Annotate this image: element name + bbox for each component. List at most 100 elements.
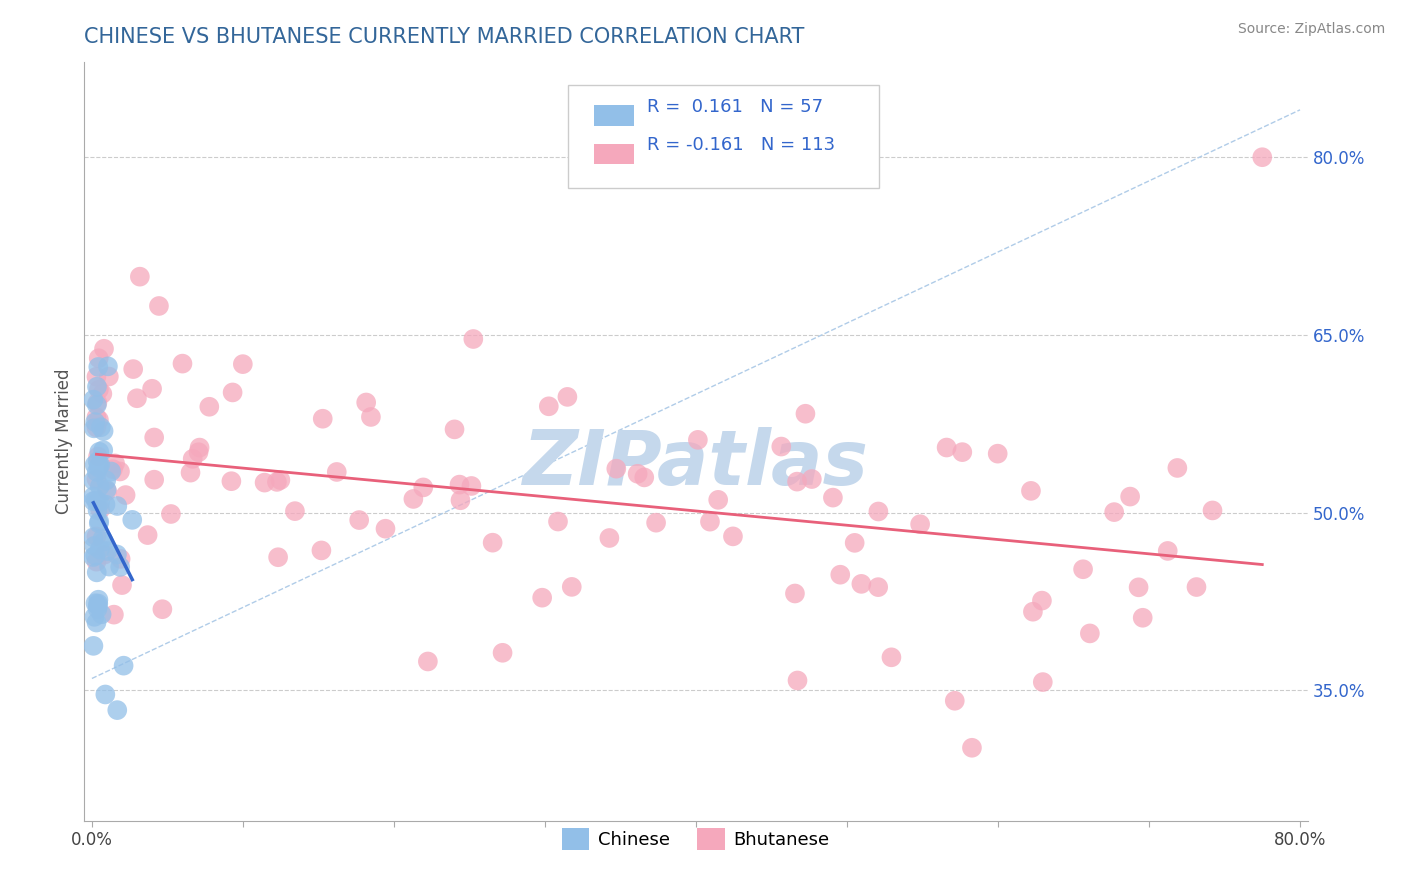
Point (221, 474, 243, 488)
Point (86, 566, 108, 580)
Point (960, 740, 983, 755)
Point (491, 646, 513, 660)
Text: CHINESE VS BHUTANESE CURRENTLY MARRIED CORRELATION CHART: CHINESE VS BHUTANESE CURRENTLY MARRIED C… (84, 27, 804, 47)
Point (1102, 505, 1125, 519)
Point (267, 550, 290, 565)
Point (83, 421, 105, 435)
Point (84, 596, 107, 610)
Point (93, 534, 115, 549)
Point (86, 503, 108, 517)
Point (96, 474, 118, 488)
Point (160, 507, 183, 521)
Point (91, 443, 114, 458)
Point (633, 470, 655, 484)
FancyBboxPatch shape (568, 85, 880, 187)
FancyBboxPatch shape (595, 144, 634, 164)
Point (89, 495, 111, 509)
Point (87, 450, 110, 464)
Point (547, 515, 569, 529)
Point (89, 515, 111, 529)
Point (150, 602, 173, 616)
Point (1019, 483, 1042, 498)
Point (460, 479, 482, 493)
Point (89, 502, 111, 516)
Point (87, 351, 110, 366)
Point (935, 441, 957, 455)
Point (122, 362, 145, 376)
Point (180, 466, 202, 480)
Point (112, 658, 135, 673)
Point (699, 515, 721, 529)
Point (786, 673, 808, 688)
Point (108, 465, 131, 479)
Point (561, 580, 583, 594)
Point (121, 513, 143, 527)
Point (844, 536, 866, 550)
Point (90, 420, 112, 434)
Point (821, 491, 844, 505)
Point (97, 369, 120, 384)
Point (266, 475, 288, 489)
Point (412, 480, 434, 494)
Point (91, 386, 114, 401)
Point (86, 465, 108, 479)
Point (90, 607, 112, 622)
Point (96, 544, 118, 558)
Point (354, 395, 377, 409)
Point (82, 530, 104, 544)
Point (87, 458, 110, 473)
Point (86, 529, 108, 543)
Point (83, 458, 105, 472)
Point (851, 577, 873, 591)
Point (783, 586, 806, 600)
Point (143, 473, 166, 487)
Point (312, 411, 335, 425)
Point (84, 549, 107, 563)
Point (82, 392, 104, 407)
Point (86, 420, 108, 434)
Point (87, 599, 110, 613)
Point (868, 580, 890, 594)
Point (89, 458, 111, 472)
Point (82, 474, 104, 488)
Point (86, 410, 108, 425)
Point (188, 441, 211, 455)
Point (96, 483, 118, 497)
Point (347, 513, 370, 527)
Point (82, 549, 104, 564)
Point (284, 504, 307, 518)
Point (481, 535, 503, 549)
Point (645, 516, 668, 530)
Point (950, 445, 973, 459)
Y-axis label: Currently Married: Currently Married (55, 368, 73, 515)
Point (86, 369, 108, 384)
Point (86, 555, 108, 569)
Point (87, 383, 110, 397)
Point (105, 548, 128, 562)
Point (128, 269, 150, 284)
Point (87, 460, 110, 475)
Point (87, 592, 110, 607)
Point (93, 424, 115, 438)
Point (148, 299, 170, 313)
Point (311, 543, 333, 558)
Point (463, 332, 485, 346)
Point (96, 484, 118, 499)
Point (1031, 593, 1053, 607)
Legend: Chinese, Bhutanese: Chinese, Bhutanese (555, 821, 837, 857)
Point (94, 498, 117, 512)
Point (82, 639, 104, 653)
Point (172, 357, 194, 371)
Point (110, 552, 132, 566)
Point (104, 457, 127, 471)
Point (800, 472, 823, 486)
Point (987, 447, 1010, 461)
Point (360, 409, 382, 424)
Point (111, 578, 134, 592)
Point (94, 688, 117, 702)
Text: R = -0.161   N = 113: R = -0.161 N = 113 (647, 136, 835, 154)
Point (1119, 490, 1142, 504)
Point (86, 472, 108, 486)
Point (1128, 580, 1150, 594)
Point (374, 522, 396, 536)
